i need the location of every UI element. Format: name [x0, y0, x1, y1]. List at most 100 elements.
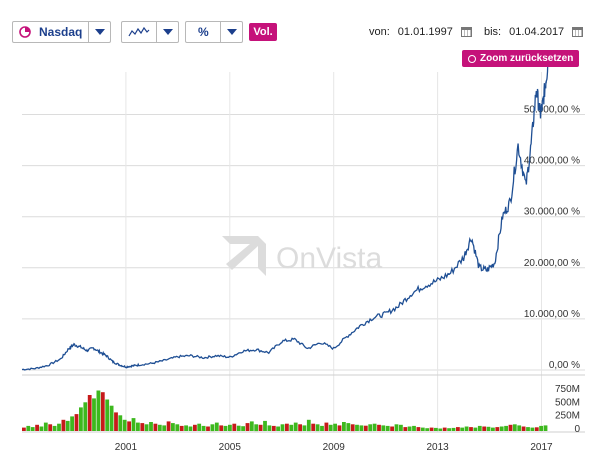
date-to-value[interactable]: 01.04.2017	[509, 26, 565, 38]
volume-bar	[403, 427, 408, 431]
volume-bar	[43, 422, 48, 431]
x-tick-label: 2009	[323, 442, 346, 453]
volume-tick-label: 750M	[555, 384, 580, 395]
volume-bar	[315, 424, 320, 432]
volume-bar	[228, 424, 232, 431]
index-dropdown[interactable]: Nasdaq	[12, 21, 112, 43]
volume-bar	[271, 425, 276, 431]
volume-bar	[359, 425, 364, 431]
volume-bar	[127, 421, 131, 431]
volume-bar	[469, 427, 473, 431]
volume-bar	[245, 423, 250, 431]
date-from: von: 01.01.1997	[369, 26, 472, 38]
volume-bar	[381, 425, 386, 431]
volume-bar	[175, 424, 180, 432]
index-selector[interactable]: Nasdaq	[13, 22, 88, 42]
x-tick-label: 2017	[530, 442, 553, 453]
volume-bar	[429, 427, 434, 431]
volume-bar	[521, 426, 526, 431]
volume-bar	[105, 399, 110, 431]
volume-bar	[210, 424, 215, 432]
mode-dropdown-arrow[interactable]	[220, 22, 242, 42]
volume-bar	[442, 427, 447, 431]
reset-zoom-label: Zoom zurücksetzen	[480, 53, 574, 64]
date-from-value[interactable]: 01.01.1997	[397, 26, 453, 38]
volume-bar	[337, 425, 342, 431]
volume-axis-labels: 750M 500M 250M 0	[555, 384, 580, 435]
volume-bar	[236, 425, 241, 431]
chevron-down-icon	[94, 29, 105, 35]
volume-bar	[438, 428, 443, 431]
volume-bar	[420, 427, 425, 431]
volume-bar	[267, 425, 272, 431]
volume-bar	[530, 427, 535, 431]
volume-bar	[223, 425, 228, 431]
volume-bar	[491, 427, 495, 431]
volume-bar	[254, 424, 259, 432]
volume-bar	[464, 426, 469, 431]
x-tick-label: 2005	[219, 442, 242, 453]
volume-bar	[425, 428, 430, 431]
volume-bar	[416, 427, 421, 431]
index-dropdown-arrow[interactable]	[88, 22, 110, 42]
volume-tick-label: 500M	[555, 397, 580, 408]
volume-bar	[114, 412, 118, 431]
mode-selector[interactable]: %	[186, 22, 220, 42]
volume-bar	[57, 423, 61, 431]
volume-bar	[328, 424, 333, 431]
volume-bar	[320, 425, 324, 431]
calendar-icon[interactable]	[572, 27, 584, 37]
calendar-icon[interactable]	[460, 27, 472, 37]
volume-bar	[48, 424, 53, 432]
x-axis-labels: 2001 2005 2009 2013 2017	[115, 442, 553, 453]
volume-bar	[61, 419, 66, 432]
reset-zoom-button[interactable]: Zoom zurücksetzen	[462, 50, 580, 67]
volume-tick-label: 250M	[555, 411, 580, 422]
chart-type-dropdown[interactable]	[121, 21, 180, 43]
volume-bar	[363, 425, 368, 431]
chart-type-dropdown-arrow[interactable]	[156, 22, 178, 42]
volume-bar	[131, 418, 136, 431]
volume-bar	[122, 419, 127, 432]
volume-bar	[526, 427, 530, 431]
price-line[interactable]	[21, 63, 549, 371]
volume-bar	[477, 425, 482, 431]
volume-bar	[276, 426, 280, 431]
volume-bar	[350, 424, 355, 432]
volume-bar	[517, 425, 522, 431]
volume-bar	[306, 419, 311, 432]
volume-bar	[249, 421, 254, 431]
mode-dropdown[interactable]: %	[185, 21, 244, 43]
volume-bar	[92, 398, 96, 431]
mode-label: %	[198, 25, 209, 39]
volume-bar	[534, 427, 539, 431]
volume-bar	[109, 405, 114, 431]
volume-bar	[157, 424, 162, 431]
date-to: bis: 01.04.2017	[484, 26, 584, 38]
volume-bar	[289, 424, 294, 431]
volume-bar	[456, 427, 460, 431]
volume-tick-label: 0	[574, 424, 580, 435]
x-tick-label: 2013	[426, 442, 449, 453]
volume-bar	[394, 424, 399, 432]
volume-bar	[258, 424, 263, 431]
volume-bar	[79, 407, 83, 431]
volume-bar	[346, 423, 351, 431]
volume-bar	[100, 392, 105, 431]
volume-toggle-button[interactable]: Vol.	[249, 23, 277, 41]
y-tick-label: 10.000,00 %	[524, 309, 580, 320]
volume-bar	[407, 426, 412, 431]
volume-bar	[26, 425, 31, 431]
volume-bar	[324, 422, 329, 431]
magnifier-icon	[468, 54, 476, 63]
volume-bar	[504, 425, 508, 431]
y-tick-label: 0,00 %	[549, 360, 580, 371]
volume-bar	[179, 425, 184, 431]
volume-bar	[83, 402, 88, 431]
chart-type-selector[interactable]	[122, 22, 156, 42]
volume-bar	[52, 425, 57, 431]
volume-bar	[512, 424, 517, 432]
volume-bar	[355, 424, 359, 431]
volume-bar	[499, 426, 504, 431]
